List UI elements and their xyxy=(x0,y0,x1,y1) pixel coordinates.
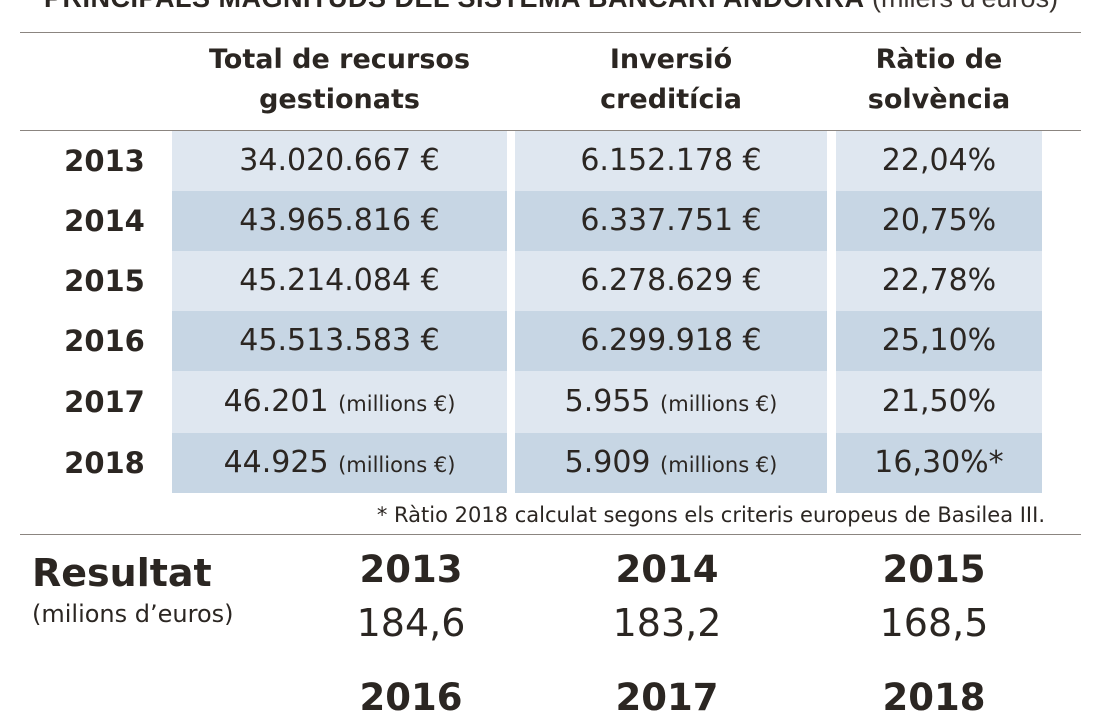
header-rule xyxy=(20,130,1081,131)
cell-value: 5.909 xyxy=(564,445,651,480)
row-year: 2016 xyxy=(64,324,145,358)
cell-value: 43.965.816 € xyxy=(239,203,440,238)
column-header-line: Inversió xyxy=(609,44,733,75)
column-header-line: Ràtio de xyxy=(875,44,1003,75)
cell-value: 45.214.084 € xyxy=(239,263,440,298)
cell-value: 25,10% xyxy=(881,323,997,358)
cell-recursos: 46.201 (millions €) xyxy=(172,372,507,432)
table-row: 2015 45.214.084 € 6.278.629 € 22,78% xyxy=(0,251,1100,311)
result-year: 2018 xyxy=(882,676,986,719)
row-year: 2018 xyxy=(64,446,145,480)
row-year: 2017 xyxy=(64,385,145,419)
result-value: 183,2 xyxy=(612,601,722,645)
cell-unit: (millions €) xyxy=(660,392,778,416)
table-row: 2014 43.965.816 € 6.337.751 € 20,75% xyxy=(0,191,1100,251)
cell-unit: (millions €) xyxy=(660,453,778,477)
cell-unit: (millions €) xyxy=(338,453,456,477)
cell-value: 6.299.918 € xyxy=(580,323,762,358)
cell-value: 22,78% xyxy=(881,263,997,298)
cell-value: 34.020.667 € xyxy=(239,143,440,178)
table-row: 2013 34.020.667 € 6.152.178 € 22,04% xyxy=(0,131,1100,191)
footnote: * Ràtio 2018 calculat segons els criteri… xyxy=(376,503,1045,527)
cell-inversio: 6.152.178 € xyxy=(515,131,827,191)
table-row: 2018 44.925 (millions €) 5.909 (millions… xyxy=(0,433,1100,493)
result-year: 2017 xyxy=(615,676,719,719)
result-year: 2013 xyxy=(359,548,463,591)
result-year: 2015 xyxy=(882,548,986,591)
result-rule xyxy=(20,534,1081,535)
cell-recursos: 45.214.084 € xyxy=(172,251,507,311)
cell-value: 46.201 xyxy=(223,384,329,419)
column-header-line: gestionats xyxy=(259,84,420,115)
result-value: 184,6 xyxy=(356,601,466,645)
cell-value: 44.925 xyxy=(223,445,329,480)
cell-value: 45.513.583 € xyxy=(239,323,440,358)
cell-value: 6.152.178 € xyxy=(580,143,762,178)
result-label: Resultat xyxy=(32,551,212,595)
cell-ratio: 22,04% xyxy=(836,131,1042,191)
cell-recursos: 44.925 (millions €) xyxy=(172,433,507,493)
cell-inversio: 6.278.629 € xyxy=(515,251,827,311)
result-value: 168,5 xyxy=(879,601,989,645)
column-header-line: Total de recursos xyxy=(208,44,471,75)
row-year: 2014 xyxy=(64,204,145,238)
cell-inversio: 6.299.918 € xyxy=(515,311,827,371)
top-rule xyxy=(20,32,1081,33)
cell-value: 20,75% xyxy=(881,203,997,238)
result-year: 2014 xyxy=(615,548,719,591)
cell-value: 16,30%* xyxy=(874,445,1004,480)
column-header-line: creditícia xyxy=(600,84,742,115)
result-year: 2016 xyxy=(359,676,463,719)
cell-inversio: 6.337.751 € xyxy=(515,191,827,251)
cell-unit: (millions €) xyxy=(338,392,456,416)
row-year: 2013 xyxy=(64,144,145,178)
chart-title: PRINCIPALS MAGNITUDS DEL SISTEMA BANCARI… xyxy=(44,0,1084,13)
result-sublabel: (milions d’euros) xyxy=(32,600,234,628)
cell-value: 22,04% xyxy=(881,143,997,178)
cell-inversio: 5.909 (millions €) xyxy=(515,433,827,493)
cell-ratio: 20,75% xyxy=(836,191,1042,251)
cell-recursos: 34.020.667 € xyxy=(172,131,507,191)
table-row: 2016 45.513.583 € 6.299.918 € 25,10% xyxy=(0,311,1100,371)
cell-value: 6.337.751 € xyxy=(580,203,762,238)
cell-ratio: 21,50% xyxy=(836,372,1042,432)
column-header-line: solvència xyxy=(867,84,1011,115)
chart-title-unit: (milers d’euros) xyxy=(872,0,1058,13)
cell-ratio: 16,30%* xyxy=(836,433,1042,493)
row-year: 2015 xyxy=(64,264,145,298)
column-header-recursos: Total de recursos gestionats xyxy=(172,40,507,120)
column-header-inversio: Inversió creditícia xyxy=(515,40,827,120)
column-header-ratio: Ràtio de solvència xyxy=(836,40,1042,120)
cell-ratio: 22,78% xyxy=(836,251,1042,311)
chart-title-main: PRINCIPALS MAGNITUDS DEL SISTEMA BANCARI… xyxy=(44,0,865,13)
cell-inversio: 5.955 (millions €) xyxy=(515,372,827,432)
cell-ratio: 25,10% xyxy=(836,311,1042,371)
cell-recursos: 45.513.583 € xyxy=(172,311,507,371)
cell-recursos: 43.965.816 € xyxy=(172,191,507,251)
table-row: 2017 46.201 (millions €) 5.955 (millions… xyxy=(0,372,1100,432)
cell-value: 21,50% xyxy=(881,384,997,419)
cell-value: 5.955 xyxy=(564,384,651,419)
cell-value: 6.278.629 € xyxy=(580,263,762,298)
